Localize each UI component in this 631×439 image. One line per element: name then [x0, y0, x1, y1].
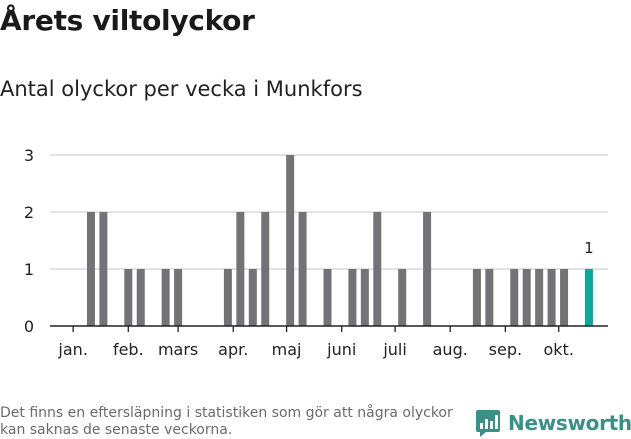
brand-name: Newsworthy	[508, 411, 631, 435]
y-tick-label: 1	[24, 260, 34, 279]
x-tick-label: jan.	[57, 340, 87, 359]
bar	[398, 269, 407, 326]
bar	[373, 212, 382, 326]
x-tick-label: okt.	[544, 340, 574, 359]
x-tick-label: maj	[272, 340, 302, 359]
x-tick-label: apr.	[218, 340, 248, 359]
bar	[124, 269, 133, 326]
bar	[223, 269, 232, 326]
x-tick-label: sep.	[489, 340, 522, 359]
y-axis-ticks: 0 1 2 3	[24, 146, 34, 336]
x-tick-label: mars	[158, 340, 198, 359]
bar	[161, 269, 170, 326]
bar	[248, 269, 257, 326]
bars	[86, 155, 593, 326]
bar	[286, 155, 295, 326]
bar	[99, 212, 108, 326]
bar-chart: 0 1 2 3 1 jan. feb. mars apr. maj juni juli aug. se…	[24, 146, 608, 359]
bar	[261, 212, 270, 326]
bar	[535, 269, 544, 326]
bar	[360, 269, 369, 326]
y-tick-label: 3	[24, 146, 34, 165]
bar	[236, 212, 245, 326]
bar	[560, 269, 569, 326]
x-tick-label: juni	[326, 340, 356, 359]
x-tick-label: juli	[382, 340, 406, 359]
x-tick-label: aug.	[433, 340, 468, 359]
bar	[348, 269, 357, 326]
chart-title: Årets viltolyckor	[0, 4, 255, 37]
bar	[472, 269, 481, 326]
data-label: 1	[584, 239, 594, 257]
data-labels: 1	[584, 239, 594, 257]
footnote: Det finns en eftersläpning i statistiken…	[0, 405, 453, 438]
bar	[323, 269, 332, 326]
bar	[584, 269, 593, 326]
bar	[522, 269, 531, 326]
newsworthy-logo: Newsworthy	[475, 407, 631, 439]
y-tick-label: 0	[24, 317, 34, 336]
bar	[485, 269, 494, 326]
x-tick-label: feb.	[113, 340, 144, 359]
bar	[86, 212, 95, 326]
chart-subtitle: Antal olyckor per vecka i Munkfors	[0, 77, 363, 101]
bar	[136, 269, 145, 326]
bar	[510, 269, 519, 326]
newsworthy-chart-icon	[476, 410, 500, 437]
bar	[423, 212, 432, 326]
y-tick-label: 2	[24, 203, 34, 222]
bar	[298, 212, 307, 326]
x-axis-ticks: jan. feb. mars apr. maj juni juli aug. sep. okt.	[57, 326, 574, 359]
grid-lines	[50, 154, 608, 270]
bar	[174, 269, 183, 326]
bar	[547, 269, 556, 326]
